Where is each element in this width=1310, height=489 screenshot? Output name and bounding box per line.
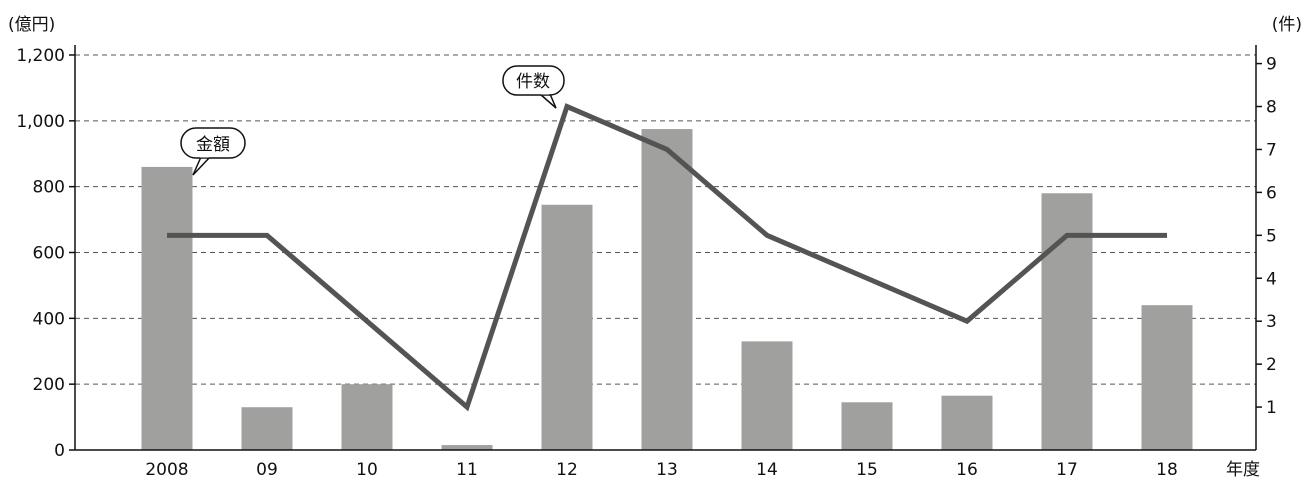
- bar-14: [741, 341, 793, 450]
- right-tick-label: 1: [1266, 398, 1277, 418]
- x-tick-label: 12: [556, 460, 578, 480]
- right-tick-label: 9: [1266, 55, 1277, 75]
- bar-12: [541, 204, 593, 450]
- bar-16: [941, 395, 993, 450]
- left-tick-label: 600: [33, 244, 65, 264]
- right-tick-label: 8: [1266, 98, 1277, 118]
- x-tick-label: 18: [1156, 460, 1178, 480]
- bar-13: [641, 129, 693, 450]
- right-axis-unit: (件): [1272, 15, 1302, 35]
- bar-11: [441, 445, 493, 450]
- x-tick-label: 11: [456, 460, 478, 480]
- right-tick-label: 5: [1266, 226, 1277, 246]
- callout-amount: 金額: [180, 127, 246, 176]
- callout-amount-bubble: [180, 127, 246, 159]
- x-tick-label: 2008: [145, 460, 188, 480]
- x-tick-label: 09: [256, 460, 278, 480]
- right-tick-label: 3: [1266, 312, 1277, 332]
- x-tick-label: 10: [356, 460, 378, 480]
- callout-amount-pointer: [192, 156, 212, 176]
- callout-count-label: 件数: [516, 72, 550, 92]
- left-tick-label: 800: [33, 178, 65, 198]
- x-tick-label: 15: [856, 460, 878, 480]
- right-tick-label: 7: [1266, 140, 1277, 160]
- callout-count: 件数: [502, 65, 565, 109]
- x-tick-label: 16: [956, 460, 978, 480]
- bar-2008: [141, 166, 193, 450]
- right-tick-label: 6: [1266, 183, 1277, 203]
- bar-17: [1041, 193, 1093, 450]
- left-axis-unit: (億円): [8, 15, 55, 35]
- bar-18: [1141, 305, 1193, 450]
- callout-count-bubble: [502, 65, 565, 96]
- callout-amount-label: 金額: [196, 135, 230, 155]
- line-series-count: [166, 103, 1168, 412]
- left-tick-label: 200: [33, 375, 65, 395]
- x-axis-label: 年度: [1226, 460, 1260, 480]
- left-tick-label: 1,200: [16, 46, 65, 66]
- x-tick-label: 17: [1056, 460, 1078, 480]
- bar-09: [241, 407, 293, 450]
- right-tick-label: 2: [1266, 355, 1277, 375]
- bar-15: [841, 402, 893, 450]
- axes: [69, 45, 1262, 451]
- bar-10: [341, 384, 393, 450]
- x-tick-label: 14: [756, 460, 778, 480]
- x-tick-label: 13: [656, 460, 678, 480]
- bar-series-amount: [141, 129, 1193, 450]
- callout-count-pointer: [538, 93, 557, 109]
- left-tick-label: 400: [33, 309, 65, 329]
- left-tick-label: 0: [54, 441, 65, 461]
- left-tick-label: 1,000: [16, 112, 65, 132]
- right-tick-label: 4: [1266, 269, 1277, 289]
